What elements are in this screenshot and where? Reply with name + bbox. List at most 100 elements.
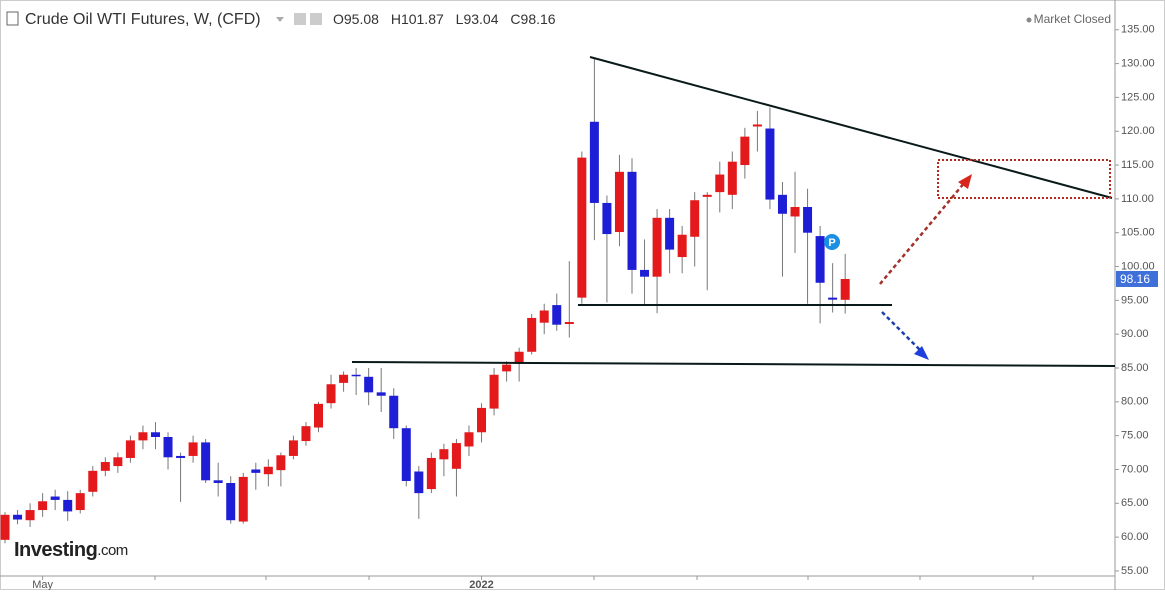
title: Crude Oil WTI Futures, W, (CFD) [25,11,261,28]
y-tick-label: 120.00 [1121,125,1155,137]
ohlc-value: 98.16 [521,11,556,27]
candle-body [627,171,637,270]
candle-body [88,470,98,492]
candles [0,58,850,544]
header: Crude Oil WTI Futures, W, (CFD) O95.08 H… [6,11,1111,28]
x-tick-label: May [32,579,53,590]
candle-body [38,501,48,511]
candle-body [414,471,424,494]
price-tag [1116,270,1158,287]
candle-body [351,374,361,377]
candle-body [690,200,700,237]
y-tick-label: 105.00 [1121,227,1155,239]
candle-body [401,428,411,481]
candle-body [677,234,687,258]
candle-body [0,514,10,540]
logo-brand: Investing [14,539,97,561]
candle-body [665,217,675,250]
logo-suffix: .com [97,542,128,559]
ohlc-label: O [333,11,344,27]
candle-body [727,161,737,195]
candle-body [640,269,650,277]
candle-body [339,374,349,383]
market-status: Market Closed [1034,12,1111,26]
y-tick-label: 100.00 [1121,260,1155,272]
candle-body [213,480,223,483]
candle-body [715,174,725,193]
candle-body [389,395,399,429]
candle-body [276,455,286,471]
candle-body [464,432,474,447]
y-tick-label: 55.00 [1121,565,1149,577]
candle-body [477,407,487,433]
y-tick-label: 115.00 [1121,159,1154,171]
ohlc-label: C [510,11,520,27]
candle-body [176,455,186,458]
candle-body [150,432,160,437]
candle-body [188,442,198,456]
candle-body [589,121,599,203]
y-tick-label: 130.00 [1121,57,1155,69]
candle-body [238,476,248,522]
y-tick-label: 125.00 [1121,91,1155,103]
candle-body [125,440,135,458]
time-ticks [154,576,1034,580]
candle-body [63,499,73,512]
ohlc-value: 95.08 [344,11,379,27]
candle-body [614,171,624,233]
ohlc-value: 101.87 [401,11,444,27]
candle-body [765,128,775,200]
candle-body [263,466,273,475]
candle-body [50,496,60,500]
marker-label: P [828,237,835,249]
candle-body [552,305,562,325]
candle-body [752,124,762,127]
logo: Investing.com [14,539,128,561]
candle-body [13,514,23,520]
candle-body [527,317,537,352]
y-tick-label: 65.00 [1121,497,1149,509]
candle-body [426,457,436,490]
candle-body [451,443,461,469]
y-tick-label: 80.00 [1121,396,1149,408]
candle-body [376,392,386,396]
y-tick-label: 135.00 [1121,24,1155,36]
drawings: P [351,56,1116,367]
price-tag-label: 98.16 [1120,272,1150,286]
candle-body [790,207,800,217]
svg-text:O95.08 H101.87 L93: O95.08 H101.87 L93.04 C98.16 [333,11,556,27]
candle-body [326,384,336,404]
candle-body [439,449,449,460]
candle-body [539,310,549,323]
candle-body [602,202,612,235]
candle-body [740,136,750,166]
candle-body [702,194,712,197]
candle-body [777,194,787,214]
y-tick-label: 60.00 [1121,531,1149,543]
candle-body [364,376,374,393]
ohlc-label: L [456,11,464,27]
candle-body [828,297,838,300]
candle-body [138,432,148,441]
y-tick-label: 75.00 [1121,430,1149,442]
candle-body [514,351,524,364]
candle-body [288,440,298,456]
candle-body [75,493,85,511]
y-tick-label: 95.00 [1121,294,1149,306]
candle-body [803,207,813,233]
candle-body [564,322,574,325]
candle-body [489,374,499,409]
candle-body [201,442,211,481]
candle-body [163,437,173,458]
x-tick-label: 2022 [469,579,493,590]
candle-body [25,510,35,521]
y-tick-label: 110.00 [1121,193,1154,205]
candle-body [502,364,512,372]
candle-body [226,483,236,521]
ohlc-label: H [391,11,401,27]
candle-body [577,157,587,298]
candle-body [301,426,311,442]
candle-body [314,403,323,428]
